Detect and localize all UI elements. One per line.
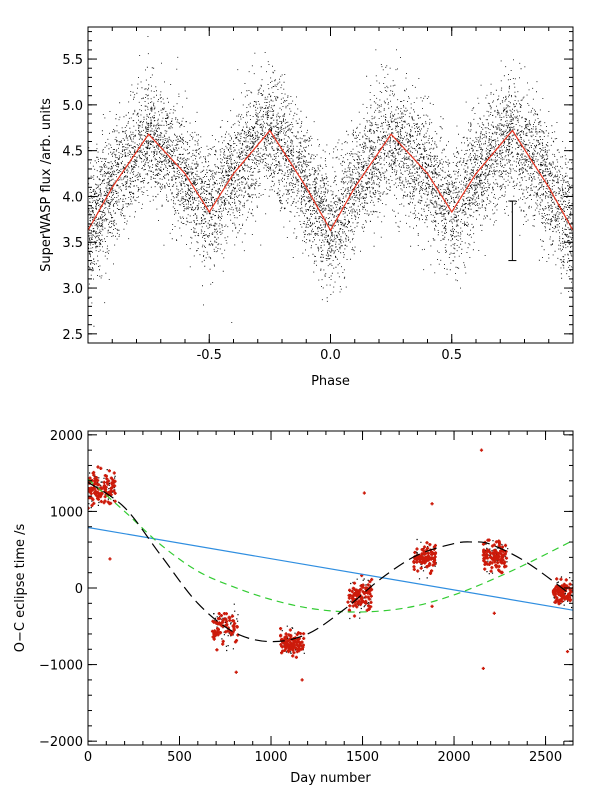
y-tick-label: 3.0	[62, 282, 83, 297]
model-fit-lines	[88, 478, 573, 643]
light-curve-panel: -0.5 0.0 0.5 2.5 3.0 3.5 4.0 4.5 5.0 5.5 Phase S…	[39, 26, 574, 389]
oc-axes-frame	[87, 430, 574, 746]
outlier-point	[481, 666, 485, 671]
error-bar	[508, 200, 517, 262]
sinusoid-fit-line	[88, 481, 573, 643]
light-curve-y-axis-label: SuperWASP flux /arb. units	[39, 98, 54, 272]
y-tick-label: 4.5	[62, 145, 83, 160]
light-curve-y-ticks: 2.5 3.0 3.5 4.0 4.5 5.0 5.5	[62, 31, 573, 343]
y-tick-label: −1000	[39, 659, 83, 674]
mean-flux-curve	[88, 129, 573, 232]
x-tick-label: 0	[84, 750, 92, 765]
x-tick-label: 1000	[254, 750, 287, 765]
outlier-point	[108, 557, 112, 561]
x-tick-label: 2000	[437, 750, 470, 765]
quadratic-fit-line	[88, 478, 573, 613]
timing-red-points	[88, 465, 573, 659]
y-tick-label: 5.5	[62, 53, 83, 68]
y-tick-label: 3.5	[62, 236, 83, 251]
outlier-point	[565, 649, 570, 654]
y-tick-label: 1000	[50, 505, 83, 520]
y-tick-label: 2.5	[62, 328, 83, 343]
outlier-point	[430, 604, 434, 608]
outlier-point	[362, 491, 366, 495]
oc-x-axis-label: Day number	[290, 771, 371, 786]
oc-y-axis-label: O−C eclipse time /s	[13, 524, 28, 653]
linear-fit-line	[88, 526, 573, 611]
y-tick-label: −2000	[39, 735, 83, 750]
x-tick-label: 1500	[346, 750, 379, 765]
x-tick-label: -0.5	[197, 348, 222, 363]
outlier-point	[492, 611, 496, 615]
oc-y-ticks: −2000 −1000 0 1000 2000	[39, 429, 573, 750]
outlier-point	[234, 670, 238, 674]
oc-diagram-panel: 0 500 1000 1500 2000 2500 −2000 −1000 0 1000 2000…	[13, 429, 574, 786]
light-curve-axes-frame	[87, 26, 574, 344]
y-tick-label: 4.0	[62, 190, 83, 205]
x-tick-label: 0.5	[441, 348, 462, 363]
y-tick-label: 0	[75, 582, 83, 597]
x-tick-label: 0.0	[320, 348, 341, 363]
y-tick-label: 2000	[50, 429, 83, 444]
y-tick-label: 5.0	[62, 99, 83, 114]
oc-x-ticks: 0 500 1000 1500 2000 2500	[84, 431, 565, 765]
x-tick-label: 500	[167, 750, 192, 765]
outlier-point	[300, 678, 304, 682]
flux-point-cloud	[88, 28, 573, 327]
eclipse-timing-points	[88, 448, 573, 682]
light-curve-x-axis-label: Phase	[311, 374, 350, 389]
light-curve-x-ticks: -0.5 0.0 0.5	[111, 27, 550, 363]
x-tick-label: 2500	[529, 750, 562, 765]
outlier-point	[479, 448, 484, 452]
outlier-point	[430, 502, 434, 506]
flux-scatter-points	[88, 28, 573, 327]
